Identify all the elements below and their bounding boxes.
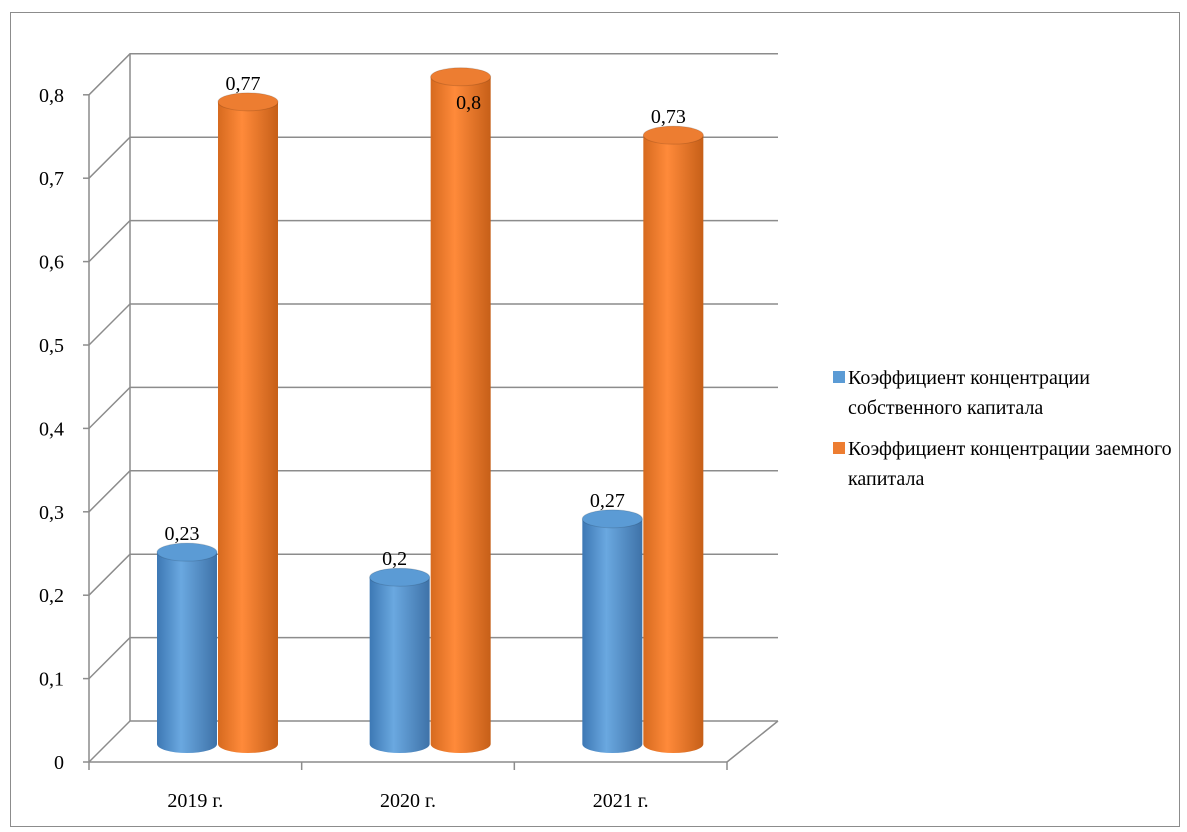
- legend-item-debt: Коэффициент концентрации заемного капита…: [833, 434, 1178, 494]
- legend: Коэффициент концентрации собственного ка…: [833, 363, 1178, 505]
- bar-body: [582, 518, 643, 753]
- labels: 0,23 0,2 0,27 0,77 0,8 0,73: [165, 73, 686, 570]
- gridline: [88, 53, 778, 96]
- data-label: 0,73: [651, 106, 686, 128]
- legend-label-debt: Коэффициент концентрации заемного капита…: [848, 438, 1172, 490]
- gridline: [88, 303, 778, 346]
- bar-body: [218, 101, 278, 753]
- y-tick-label: 0,6: [39, 252, 64, 274]
- y-tick-label: 0,4: [39, 418, 64, 440]
- y-tick-label: 0,8: [39, 85, 64, 107]
- y-tick-label: 0: [54, 752, 64, 774]
- data-label: 0,77: [226, 73, 261, 95]
- y-tick-label: 0,7: [39, 168, 64, 190]
- data-label: 0,8: [456, 92, 481, 114]
- legend-item-equity: Коэффициент концентрации собственного ка…: [833, 363, 1178, 423]
- gridlines: [88, 53, 778, 763]
- gridline: [88, 553, 778, 596]
- gridline: [88, 219, 778, 263]
- bar-top: [430, 67, 492, 87]
- y-tick-label: 0,1: [39, 669, 64, 691]
- data-label: 0,23: [165, 523, 200, 545]
- legend-label-equity: Коэффициент концентрации собственного ка…: [848, 367, 1090, 419]
- gridline: [88, 636, 778, 680]
- gridline: [88, 136, 778, 179]
- floor-right-edge: [726, 720, 779, 763]
- bar-body: [157, 552, 217, 753]
- gridline: [88, 470, 778, 513]
- bar-top: [217, 92, 279, 112]
- bar-top: [156, 542, 218, 562]
- bars: [156, 67, 704, 754]
- bar-body: [430, 76, 491, 754]
- gridline: [88, 386, 778, 429]
- bar-body: [643, 135, 704, 753]
- bar-top: [642, 125, 704, 145]
- y-tick-label: 0,2: [39, 585, 64, 607]
- axes: 0 0,1 0,2 0,3 0,4 0,5 0,6 0,7 0,8 2019 г. 2020 г. 2…: [39, 85, 728, 812]
- bar-top: [581, 509, 643, 529]
- legend-swatch-debt: [833, 442, 845, 454]
- x-tick-label: 2019 г.: [167, 790, 223, 812]
- x-tick-label: 2020 г.: [380, 790, 436, 812]
- gridline: [88, 720, 778, 763]
- x-tick-label: 2021 г.: [593, 790, 649, 812]
- data-label: 0,27: [590, 490, 625, 512]
- y-tick-label: 0,5: [39, 335, 64, 357]
- legend-swatch-equity: [833, 371, 845, 383]
- y-tick-label: 0,3: [39, 502, 64, 524]
- bar-top: [369, 567, 431, 587]
- data-label: 0,2: [382, 548, 407, 570]
- bar-body: [369, 577, 430, 753]
